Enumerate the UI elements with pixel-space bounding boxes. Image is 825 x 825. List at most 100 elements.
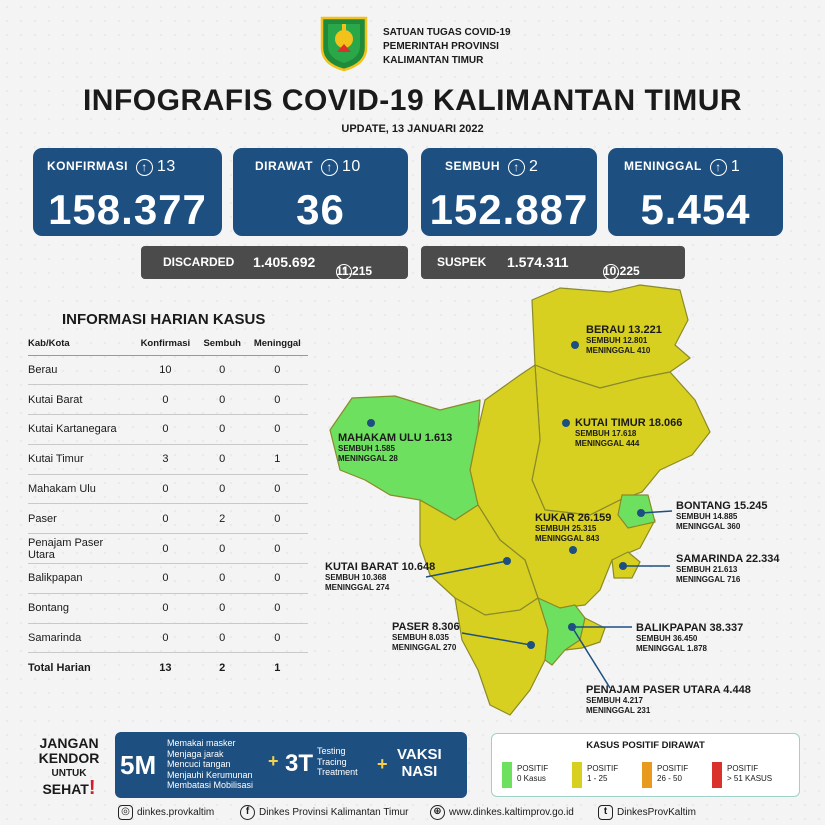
cell-name: Mahakam Ulu <box>28 474 133 505</box>
label-vaksinasi: VAKSI NASI <box>397 746 442 780</box>
kaltim-emblem-icon <box>320 16 368 72</box>
label-kukar: KUKAR 26.159 SEMBUH 25.315 MENINGGAL 843 <box>535 512 611 544</box>
col-meninggal: Meninggal <box>246 333 308 356</box>
footer-website[interactable]: ⊕ www.dinkes.kaltimprov.go.id <box>430 805 574 820</box>
region-sembuh: SEMBUH 21.613 <box>676 565 738 574</box>
cell-konfirmasi: 10 <box>133 355 198 386</box>
jangan-kendor-slogan: JANGAN KENDOR UNTUK SEHAT! <box>33 736 105 799</box>
table-row: Berau 10 0 0 <box>28 355 308 386</box>
organization-name: SATUAN TUGAS COVID-19 PEMERINTAH PROVINS… <box>383 26 511 68</box>
legend-line: POSITIF <box>727 764 759 773</box>
table-header-row: Kab/Kota Konfirmasi Sembuh Meninggal <box>28 333 308 356</box>
list-item: Treatment <box>317 767 358 777</box>
map-dot-kutai-timur <box>562 419 570 427</box>
cell-sembuh: 0 <box>197 355 247 386</box>
daily-cases-table: Kab/Kota Konfirmasi Sembuh Meninggal Ber… <box>28 333 308 683</box>
region-meninggal: MENINGGAL 843 <box>535 534 600 543</box>
legend-line: 1 - 25 <box>587 774 608 783</box>
region-name: KUKAR 26.159 <box>535 512 612 524</box>
region-name: SAMARINDA 22.334 <box>676 553 780 565</box>
cell-name: Penajam Paser Utara <box>28 533 133 565</box>
label-bontang: BONTANG 15.245 SEMBUH 14.885 MENINGGAL 3… <box>676 500 768 532</box>
cell-meninggal: 1 <box>246 444 308 475</box>
cell-name: Kutai Kartanegara <box>28 414 133 445</box>
cell-sembuh: 0 <box>197 384 247 416</box>
legend-title: KASUS POSITIF DIRAWAT <box>586 740 705 751</box>
legend-line: POSITIF <box>657 764 689 773</box>
region-meninggal: MENINGGAL 270 <box>392 643 457 652</box>
region-meninggal: MENINGGAL 716 <box>676 575 741 584</box>
stat-delta: 1 <box>730 158 741 175</box>
legend-swatch <box>502 762 512 788</box>
cell-sembuh: 0 <box>197 474 247 505</box>
legend-line: 0 Kasus <box>517 774 546 783</box>
legend-line: POSITIF <box>587 764 619 773</box>
leader-line-paser <box>461 632 532 646</box>
table-title: INFORMASI HARIAN KASUS <box>62 311 266 328</box>
list-item: Mencuci tangan <box>167 759 231 769</box>
footer-twitter-text: DinkesProvKaltim <box>617 807 696 818</box>
cell-meninggal: 0 <box>246 623 308 654</box>
cell-meninggal: 0 <box>246 474 308 505</box>
cell-konfirmasi: 0 <box>133 533 198 565</box>
twitter-icon: t <box>598 805 613 820</box>
stat-value: 5.454 <box>640 186 751 233</box>
region-sembuh: SEMBUH 17.618 <box>575 429 637 438</box>
cell-name: Balikpapan <box>28 563 133 594</box>
instagram-icon: ◎ <box>118 805 133 820</box>
cell-meninggal: 0 <box>246 563 308 594</box>
region-meninggal: MENINGGAL 1.878 <box>636 644 707 653</box>
suspek-label: SUSPEK <box>437 255 487 269</box>
arrow-up-icon: ↑ <box>136 158 153 176</box>
region-meninggal: MENINGGAL 28 <box>338 454 398 463</box>
map-dot-kukar <box>569 546 577 554</box>
cell-konfirmasi: 13 <box>159 662 172 675</box>
cell-meninggal: 0 <box>246 503 308 535</box>
region-sembuh: SEMBUH 12.801 <box>586 336 648 345</box>
cell-meninggal: 0 <box>246 384 308 416</box>
list-item: Membatasi Mobilisasi <box>167 780 254 790</box>
label-berau: BERAU 13.221 SEMBUH 12.801 MENINGGAL 410 <box>586 324 662 356</box>
label-balikpapan: BALIKPAPAN 38.337 SEMBUH 36.450 MENINGGA… <box>636 622 743 654</box>
cell-sembuh: 0 <box>197 563 247 594</box>
vaksi-line: NASI <box>401 763 438 780</box>
footer-twitter[interactable]: t DinkesProvKaltim <box>598 805 696 820</box>
footer-instagram[interactable]: ◎ dinkes.provkaltim <box>118 805 214 820</box>
region-name: BONTANG 15.245 <box>676 500 768 512</box>
plus-icon: + <box>268 751 279 771</box>
cell-konfirmasi: 0 <box>133 503 198 535</box>
arrow-up-icon: ↑ <box>709 158 727 176</box>
page-title: INFOGRAFIS COVID-19 KALIMANTAN TIMUR <box>82 84 743 117</box>
legend-swatch <box>712 762 722 788</box>
protocol-banner: 5M Memakai masker Menjaga jarak Mencuci … <box>115 732 467 798</box>
stat-card-dirawat: DIRAWAT ↑ 10 36 <box>233 148 408 236</box>
stat-value: 152.887 <box>429 186 589 233</box>
cell-sembuh: 2 <box>197 503 247 535</box>
stat-value: 158.377 <box>48 186 207 233</box>
plus-icon: + <box>377 754 388 774</box>
arrow-up-icon: ↑ <box>336 264 352 280</box>
region-paser <box>454 597 549 716</box>
cell-sembuh: 2 <box>219 662 226 675</box>
map-dot-berau <box>571 341 579 349</box>
leader-line-ppu <box>571 626 611 689</box>
region-name: PENAJAM PASER UTARA 4.448 <box>586 684 751 696</box>
cell-meninggal: 0 <box>246 414 308 445</box>
vaksi-line: VAKSI <box>397 746 442 763</box>
region-sembuh: SEMBUH 36.450 <box>636 634 698 643</box>
region-name: PASER 8.306 <box>392 621 460 633</box>
map-legend: KASUS POSITIF DIRAWAT POSITIF 0 Kasus POS… <box>491 733 800 797</box>
list-item: Menjaga jarak <box>167 748 224 759</box>
cell-meninggal: 1 <box>274 662 281 675</box>
suspek-delta: 10.225 <box>603 264 640 278</box>
region-sembuh: SEMBUH 1.585 <box>338 444 395 453</box>
label-ppu: PENAJAM PASER UTARA 4.448 SEMBUH 4.217 M… <box>586 684 751 716</box>
arrow-up-icon: ↑ <box>320 158 338 176</box>
region-sembuh: SEMBUH 25.315 <box>535 524 597 533</box>
footer-facebook[interactable]: f Dinkes Provinsi Kalimantan Timur <box>240 805 409 820</box>
label-mahakam-ulu: MAHAKAM ULU 1.613 SEMBUH 1.585 MENINGGAL… <box>338 432 452 464</box>
region-name: MAHAKAM ULU 1.613 <box>338 432 453 444</box>
table-row: Samarinda 0 0 0 <box>28 623 308 654</box>
label-kutai-timur: KUTAI TIMUR 18.066 SEMBUH 17.618 MENINGG… <box>575 417 682 449</box>
region-meninggal: MENINGGAL 360 <box>676 522 741 531</box>
